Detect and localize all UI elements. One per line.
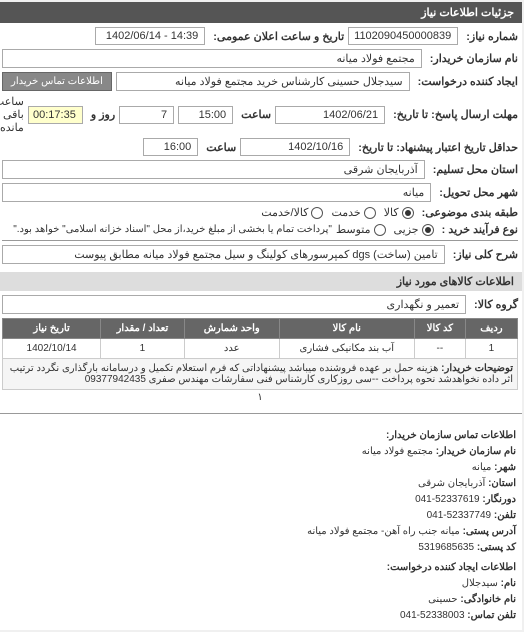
time-left-suffix: ساعت باقی مانده xyxy=(0,95,24,134)
deadline-send-time: 15:00 xyxy=(178,106,233,124)
cell-qty: 1 xyxy=(101,339,185,359)
radio-goods[interactable]: کالا xyxy=(384,206,414,219)
contact-name: سیدجلال xyxy=(462,578,498,589)
contact-city: میانه xyxy=(472,462,492,473)
contact-family-label: نام خانوادگی: xyxy=(460,594,516,605)
city-deliver-label: شهر محل تحویل: xyxy=(435,186,518,199)
subject-field: تامین (ساخت) dgs کمپرسورهای کولینگ و سیل… xyxy=(2,245,445,264)
contact-prov-label: استان: xyxy=(488,478,516,489)
buyer-label: نام سازمان خریدار: xyxy=(426,52,518,65)
time-label-1: ساعت xyxy=(237,108,271,121)
col-row: ردیف xyxy=(465,319,517,339)
time-left: 00:17:35 xyxy=(28,106,83,124)
announce-field: 14:39 - 1402/06/14 xyxy=(95,27,205,45)
subject-class-label: طبقه بندی موضوعی: xyxy=(418,206,518,219)
cell-name: آب بند مکانیکی فشاری xyxy=(279,339,414,359)
buyer-note-text: هزینه حمل بر عهده فروشنده میباشد پیشنهاد… xyxy=(10,363,513,385)
contact-tel-label: تلفن: xyxy=(494,510,516,521)
city-deliver-field: میانه xyxy=(2,183,431,202)
goods-info-header: اطلاعات کالاهای مورد نیاز xyxy=(0,272,522,291)
cell-code: -- xyxy=(414,339,465,359)
col-code: کد کالا xyxy=(414,319,465,339)
contact-fax: 52337619-041 xyxy=(415,494,480,505)
table-row: 1 -- آب بند مکانیکی فشاری عدد 1 1402/10/… xyxy=(3,339,518,359)
contact-org-label: نام سازمان خریدار: xyxy=(436,446,516,457)
contact-post: 5319685635 xyxy=(418,542,474,553)
contact-org-title: اطلاعات تماس سازمان خریدار: xyxy=(4,428,516,444)
province-field: آذربایجان شرقی xyxy=(2,160,425,179)
group-label: گروه کالا: xyxy=(470,298,518,311)
province-label: استان محل تسلیم: xyxy=(429,163,518,176)
radio-minor[interactable]: جزیی xyxy=(394,223,434,236)
req-number-label: شماره نیاز: xyxy=(462,30,518,43)
announce-label: تاریخ و ساعت اعلان عمومی: xyxy=(209,30,344,43)
buyer-field: مجتمع فولاد میانه xyxy=(2,49,422,68)
contact-buyer-button[interactable]: اطلاعات تماس خریدار xyxy=(2,72,112,91)
cell-unit: عدد xyxy=(184,339,279,359)
radio-both-icon xyxy=(311,207,323,219)
deadline-send-date: 1402/06/21 xyxy=(275,106,385,124)
contact-org: مجتمع فولاد میانه xyxy=(362,446,433,457)
radio-medium[interactable]: متوسط xyxy=(336,223,386,236)
col-qty: تعداد / مقدار xyxy=(101,319,185,339)
payment-note: "پرداخت تمام یا بخشی از مبلغ خرید،از محل… xyxy=(13,224,332,235)
contact-city-label: شهر: xyxy=(494,462,516,473)
process-type-label: نوع فرآیند خرید : xyxy=(438,223,518,236)
group-field: تعمیر و نگهداری xyxy=(2,295,466,314)
validity-label: حداقل تاریخ اعتبار پیشنهاد: تا تاریخ: xyxy=(354,141,518,154)
contact-prov: آذربایجان شرقی xyxy=(418,478,485,489)
contact-addr-label: آدرس پستی: xyxy=(463,526,516,537)
pager: ۱ xyxy=(2,390,518,405)
radio-service-icon xyxy=(364,207,376,219)
days-left: 7 xyxy=(119,106,174,124)
contact-addr: میانه جنب راه آهن- مجتمع فولاد میانه xyxy=(307,526,460,537)
req-number-field: 1102090450000839 xyxy=(348,27,458,45)
contact-fax-label: دورنگار: xyxy=(482,494,516,505)
time-label-2: ساعت xyxy=(202,141,236,154)
col-unit: واحد شمارش xyxy=(184,319,279,339)
contact-creator-title: اطلاعات ایجاد کننده درخواست: xyxy=(4,560,516,576)
contact-name-label: نام: xyxy=(501,578,516,589)
radio-both[interactable]: کالا/خدمت xyxy=(261,206,323,219)
deadline-send-label: مهلت ارسال پاسخ: تا تاریخ: xyxy=(389,108,518,121)
contact-post-label: کد پستی: xyxy=(477,542,516,553)
radio-minor-icon xyxy=(422,224,434,236)
day-label: روز و xyxy=(87,108,115,121)
subject-label: شرح کلی نیاز: xyxy=(449,248,518,261)
goods-table: ردیف کد کالا نام کالا واحد شمارش تعداد /… xyxy=(2,318,518,390)
radio-service[interactable]: خدمت xyxy=(331,206,375,219)
buyer-note-label: توضیحات خریدار: xyxy=(441,363,513,374)
radio-medium-icon xyxy=(374,224,386,236)
radio-goods-icon xyxy=(402,207,414,219)
creator-label: ایجاد کننده درخواست: xyxy=(414,75,518,88)
page-header: جزئیات اطلاعات نیاز xyxy=(0,2,522,23)
validity-time: 16:00 xyxy=(143,138,198,156)
col-name: نام کالا xyxy=(279,319,414,339)
contact-family: حسینی xyxy=(428,594,457,605)
contact-tel2-label: تلفن تماس: xyxy=(467,610,516,621)
table-note-row: توضیحات خریدار: هزینه حمل بر عهده فروشند… xyxy=(3,359,518,390)
cell-date: 1402/10/14 xyxy=(3,339,101,359)
col-date: تاریخ نیاز xyxy=(3,319,101,339)
cell-idx: 1 xyxy=(465,339,517,359)
creator-field: سیدجلال حسینی کارشناس خرید مجتمع فولاد م… xyxy=(116,72,410,91)
contact-tel2: 52338003-041 xyxy=(400,610,465,621)
validity-date: 1402/10/16 xyxy=(240,138,350,156)
contact-tel: 52337749-041 xyxy=(427,510,492,521)
